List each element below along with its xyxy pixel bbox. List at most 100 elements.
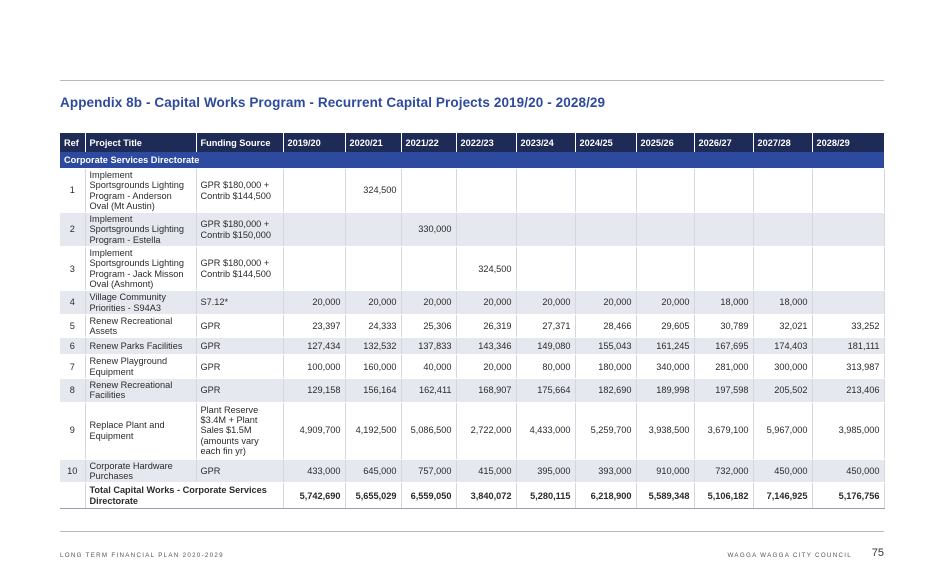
value-cell [694, 168, 754, 214]
value-cell: 26,319 [456, 314, 517, 339]
funding-source-cell: GPR $180,000 + Contrib $144,500 [196, 168, 284, 214]
total-value-cell: 5,655,029 [345, 482, 402, 510]
value-cell: 155,043 [575, 337, 637, 356]
value-cell: 149,080 [516, 337, 576, 356]
value-cell [575, 168, 637, 214]
table-row: 1 Implement Sportsgrounds Lighting Progra… [60, 168, 885, 214]
total-value-cell: 5,106,182 [694, 482, 754, 510]
section-label: Corporate Services Directorate [60, 152, 884, 169]
value-cell: 415,000 [456, 459, 517, 484]
value-cell [753, 168, 813, 214]
value-cell: 24,333 [345, 314, 402, 339]
project-title-cell: Renew Playground Equipment [85, 354, 197, 380]
value-cell: 20,000 [575, 290, 637, 315]
value-cell: 162,411 [401, 378, 457, 403]
value-cell: 180,000 [575, 354, 637, 380]
value-cell [636, 168, 695, 214]
value-cell: 132,532 [345, 337, 402, 356]
value-cell: 757,000 [401, 459, 457, 484]
value-cell [283, 212, 346, 248]
total-ref-cell [60, 482, 86, 510]
column-header: 2027/28 [753, 133, 813, 152]
value-cell: 80,000 [516, 354, 576, 380]
total-value-cell: 7,146,925 [753, 482, 813, 510]
value-cell [516, 212, 576, 248]
ref-cell: 1 [60, 168, 86, 214]
column-header: 2024/25 [575, 133, 637, 152]
table-row: 2 Implement Sportsgrounds Lighting Progra… [60, 212, 885, 248]
value-cell: 100,000 [283, 354, 346, 380]
column-header: Project Title [85, 133, 197, 152]
value-cell: 29,605 [636, 314, 695, 339]
value-cell: 167,695 [694, 337, 754, 356]
value-cell: 20,000 [345, 290, 402, 315]
value-cell: 168,907 [456, 378, 517, 403]
project-title-cell: Renew Parks Facilities [85, 337, 197, 356]
total-value-cell: 5,280,115 [516, 482, 576, 510]
section-row: Corporate Services Directorate [60, 152, 884, 169]
column-header: Ref [60, 133, 86, 152]
value-cell [516, 246, 576, 292]
funding-source-cell: GPR [196, 354, 284, 380]
value-cell: 182,690 [575, 378, 637, 403]
value-cell: 197,598 [694, 378, 754, 403]
value-cell: 156,164 [345, 378, 402, 403]
column-header: 2028/29 [812, 133, 885, 152]
value-cell [812, 168, 885, 214]
value-cell: 645,000 [345, 459, 402, 484]
funding-source-cell: Plant Reserve $3.4M + Plant Sales $1.5M … [196, 402, 284, 460]
value-cell: 910,000 [636, 459, 695, 484]
funding-source-cell: GPR [196, 459, 284, 484]
value-cell: 175,664 [516, 378, 576, 403]
value-cell: 18,000 [753, 290, 813, 315]
value-cell: 300,000 [753, 354, 813, 380]
value-cell [456, 212, 517, 248]
table-row: 3 Implement Sportsgrounds Lighting Progra… [60, 246, 885, 292]
project-title-cell: Corporate Hardware Purchases [85, 459, 197, 484]
ref-cell: 5 [60, 314, 86, 339]
funding-source-cell: GPR [196, 378, 284, 403]
value-cell: 3,679,100 [694, 402, 754, 460]
footer-document-title: LONG TERM FINANCIAL PLAN 2020-2029 [60, 552, 224, 559]
value-cell: 30,789 [694, 314, 754, 339]
ref-cell: 8 [60, 378, 86, 403]
column-header: 2025/26 [636, 133, 695, 152]
value-cell [456, 168, 517, 214]
value-cell: 18,000 [694, 290, 754, 315]
value-cell: 28,466 [575, 314, 637, 339]
project-title-cell: Renew Recreational Assets [85, 314, 197, 339]
value-cell: 137,833 [401, 337, 457, 356]
funding-source-cell: GPR $180,000 + Contrib $144,500 [196, 246, 284, 292]
value-cell [575, 246, 637, 292]
value-cell: 174,403 [753, 337, 813, 356]
page-title: Appendix 8b - Capital Works Program - Re… [60, 95, 606, 110]
value-cell: 4,909,700 [283, 402, 346, 460]
column-header: 2019/20 [283, 133, 346, 152]
funding-source-cell: GPR [196, 337, 284, 356]
value-cell: 143,346 [456, 337, 517, 356]
total-value-cell: 5,589,348 [636, 482, 695, 510]
table-row: 10 Corporate Hardware Purchases GPR 433,000… [60, 459, 885, 484]
funding-source-cell: GPR [196, 314, 284, 339]
ref-cell: 6 [60, 337, 86, 356]
value-cell: 20,000 [456, 290, 517, 315]
table-row: 4 Village Community Priorities - S94A3 S7.… [60, 290, 885, 315]
table-header-row: Ref Project Title Funding Source 2019/20… [60, 133, 885, 152]
ref-cell: 9 [60, 402, 86, 460]
value-cell: 127,434 [283, 337, 346, 356]
value-cell: 313,987 [812, 354, 885, 380]
value-cell [753, 212, 813, 248]
project-title-cell: Renew Recreational Facilities [85, 378, 197, 403]
value-cell: 20,000 [456, 354, 517, 380]
value-cell: 393,000 [575, 459, 637, 484]
total-value-cell: 6,218,900 [575, 482, 637, 510]
column-header: 2023/24 [516, 133, 576, 152]
table-row: 9 Replace Plant and Equipment Plant Reserv… [60, 402, 885, 460]
value-cell [401, 246, 457, 292]
table-row: 7 Renew Playground Equipment GPR 100,000 160… [60, 354, 885, 380]
value-cell [753, 246, 813, 292]
total-value-cell: 3,840,072 [456, 482, 517, 510]
value-cell: 450,000 [753, 459, 813, 484]
page-number: 75 [871, 547, 884, 559]
value-cell [812, 212, 885, 248]
